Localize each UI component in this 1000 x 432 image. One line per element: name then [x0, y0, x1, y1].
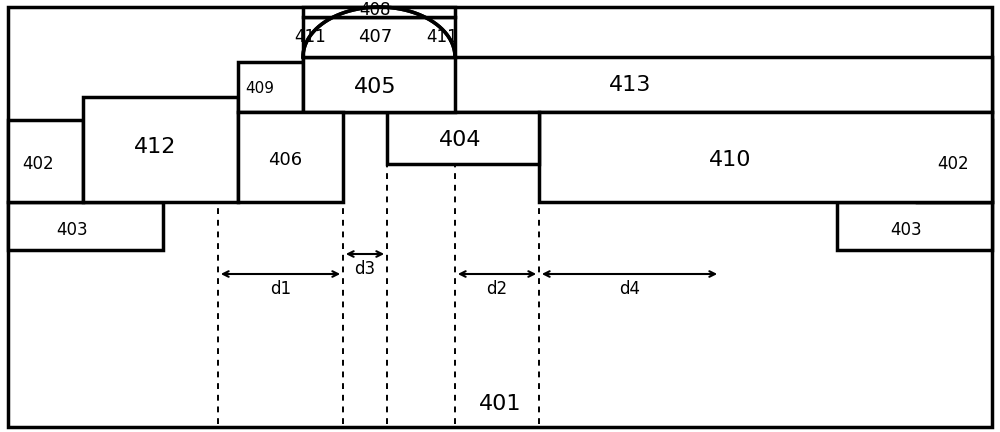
Bar: [303, 57, 455, 112]
Bar: [8, 120, 83, 202]
Bar: [303, 57, 992, 112]
Bar: [837, 202, 992, 250]
Text: 405: 405: [354, 77, 396, 97]
Text: d3: d3: [354, 260, 376, 278]
Text: 408: 408: [359, 1, 391, 19]
Text: 410: 410: [709, 150, 751, 170]
Bar: [303, 7, 455, 17]
Text: 402: 402: [937, 155, 969, 173]
Text: 411: 411: [426, 28, 458, 46]
Text: 407: 407: [358, 28, 392, 46]
Bar: [303, 17, 455, 57]
Text: d2: d2: [486, 280, 508, 298]
Bar: [238, 112, 343, 202]
Text: 409: 409: [246, 80, 275, 95]
Text: 411: 411: [294, 28, 326, 46]
Bar: [238, 62, 303, 112]
Bar: [539, 112, 992, 202]
Polygon shape: [303, 7, 455, 57]
Text: 403: 403: [890, 221, 922, 239]
Text: 406: 406: [268, 151, 302, 169]
Bar: [83, 97, 238, 202]
Text: d1: d1: [270, 280, 291, 298]
Text: 402: 402: [22, 155, 54, 173]
Text: 413: 413: [609, 75, 651, 95]
Text: 412: 412: [134, 137, 176, 157]
Bar: [917, 120, 992, 202]
Bar: [387, 112, 539, 164]
Text: 404: 404: [439, 130, 481, 150]
Text: 403: 403: [56, 221, 88, 239]
Bar: [8, 202, 163, 250]
Text: 401: 401: [479, 394, 521, 414]
Text: d4: d4: [619, 280, 640, 298]
